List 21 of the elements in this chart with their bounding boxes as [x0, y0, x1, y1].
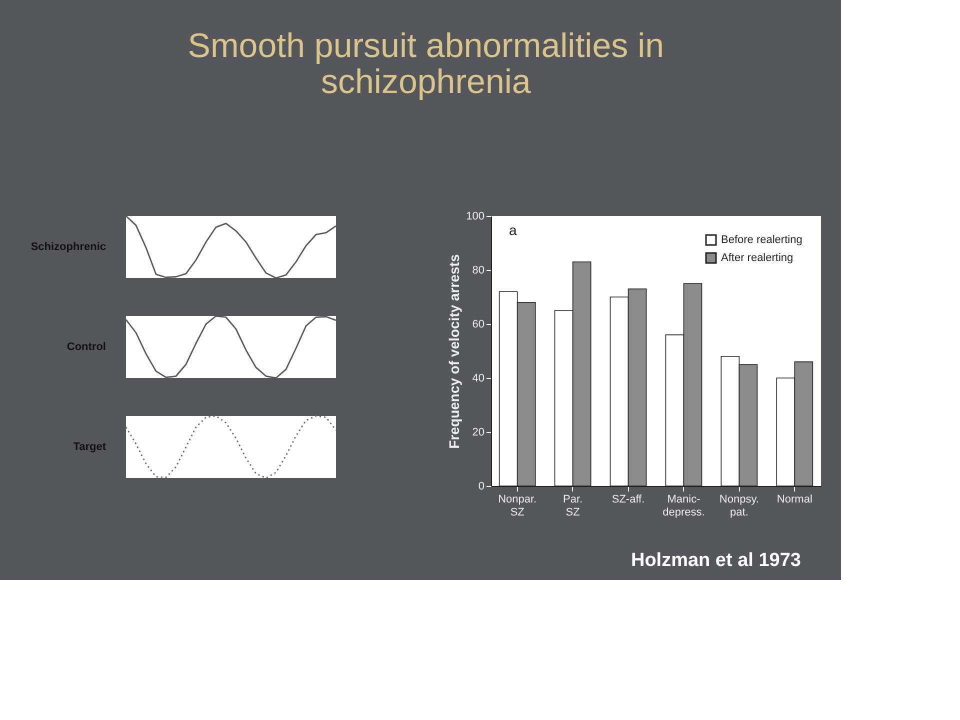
y-tick-label: 80	[472, 264, 484, 276]
annotation: a	[509, 222, 517, 238]
text: Holzman et al 1973	[630, 550, 801, 571]
text: Control	[66, 341, 106, 353]
legend-label: After realerting	[721, 252, 794, 264]
x-tick-label: SZ-aff.	[612, 494, 645, 506]
x-tick-label: Nonpsy. pat.	[719, 494, 759, 518]
y-tick-label: 60	[472, 318, 484, 330]
x-tick-label: Par. SZ	[563, 494, 583, 518]
y-tick-label: 40	[472, 372, 484, 384]
y-tick-label: 20	[472, 426, 484, 438]
legend-label: Before realerting	[721, 234, 802, 246]
y-tick-label: 0	[478, 480, 484, 492]
y-tick-label: 100	[466, 210, 484, 222]
x-tick-label: Nonpar. SZ	[498, 494, 537, 518]
text: Target	[73, 441, 106, 453]
y-axis-title: Frequency of velocity arrests	[446, 254, 462, 449]
text: Smooth pursuit abnormalities in schizophrenia	[188, 27, 664, 101]
x-tick-label: Normal	[776, 494, 812, 506]
x-tick-label: Manic- depress.	[662, 494, 705, 518]
text: Schizophrenic	[30, 241, 106, 253]
